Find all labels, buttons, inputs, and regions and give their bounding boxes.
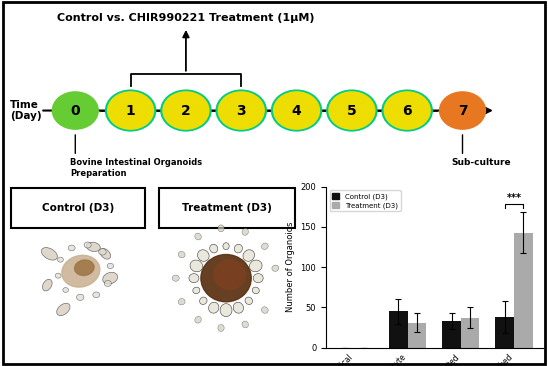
Bar xyxy=(495,317,514,348)
Ellipse shape xyxy=(104,280,111,287)
Circle shape xyxy=(328,91,375,130)
Ellipse shape xyxy=(223,243,229,250)
Ellipse shape xyxy=(62,255,100,287)
Ellipse shape xyxy=(197,250,209,261)
Ellipse shape xyxy=(253,274,263,283)
Ellipse shape xyxy=(218,325,224,332)
Ellipse shape xyxy=(178,251,185,258)
Ellipse shape xyxy=(252,287,259,294)
Circle shape xyxy=(218,91,265,130)
Ellipse shape xyxy=(77,294,84,300)
Ellipse shape xyxy=(68,245,75,251)
Ellipse shape xyxy=(195,316,201,323)
Ellipse shape xyxy=(63,288,68,292)
Ellipse shape xyxy=(209,302,219,313)
Ellipse shape xyxy=(242,228,248,235)
Text: 5: 5 xyxy=(347,104,357,117)
Ellipse shape xyxy=(261,243,268,250)
Text: Sub-culture: Sub-culture xyxy=(452,158,511,167)
Ellipse shape xyxy=(93,292,100,298)
Text: 1: 1 xyxy=(125,104,135,117)
Y-axis label: Number of Organoids: Number of Organoids xyxy=(286,222,295,313)
Circle shape xyxy=(273,91,320,130)
Ellipse shape xyxy=(220,304,232,317)
Bar xyxy=(442,321,461,348)
Text: 2: 2 xyxy=(181,104,191,117)
Text: 0: 0 xyxy=(71,104,80,117)
Circle shape xyxy=(271,89,322,132)
Ellipse shape xyxy=(199,297,207,305)
Ellipse shape xyxy=(172,275,179,281)
Ellipse shape xyxy=(195,233,201,240)
Ellipse shape xyxy=(235,244,242,253)
Ellipse shape xyxy=(272,265,279,271)
Ellipse shape xyxy=(242,321,248,328)
Ellipse shape xyxy=(100,249,111,259)
Ellipse shape xyxy=(56,303,70,315)
Ellipse shape xyxy=(201,254,251,302)
Circle shape xyxy=(384,91,431,130)
Text: ***: *** xyxy=(506,193,522,203)
Ellipse shape xyxy=(102,272,118,284)
Ellipse shape xyxy=(190,260,203,272)
Ellipse shape xyxy=(43,279,52,291)
Ellipse shape xyxy=(218,225,224,232)
Ellipse shape xyxy=(87,242,100,251)
Text: Control vs. CHIR990221 Treatment (1μM): Control vs. CHIR990221 Treatment (1μM) xyxy=(57,13,315,23)
FancyBboxPatch shape xyxy=(12,188,145,228)
Ellipse shape xyxy=(214,260,246,289)
Ellipse shape xyxy=(99,249,106,255)
Text: Bovine Intestinal Organoids
Preparation: Bovine Intestinal Organoids Preparation xyxy=(70,158,202,178)
Text: 3: 3 xyxy=(236,104,246,117)
Circle shape xyxy=(52,91,99,130)
Circle shape xyxy=(326,89,378,132)
Ellipse shape xyxy=(84,242,91,248)
Ellipse shape xyxy=(58,257,64,262)
Circle shape xyxy=(107,91,154,130)
Ellipse shape xyxy=(193,287,200,294)
Circle shape xyxy=(105,89,156,132)
Bar xyxy=(514,232,533,348)
Text: 4: 4 xyxy=(292,104,301,117)
Ellipse shape xyxy=(249,260,262,272)
Text: 7: 7 xyxy=(458,104,467,117)
Ellipse shape xyxy=(178,299,185,305)
FancyBboxPatch shape xyxy=(159,188,295,228)
Ellipse shape xyxy=(42,247,58,260)
Bar xyxy=(461,318,480,348)
Ellipse shape xyxy=(245,297,253,305)
Legend: Control (D3), Treatment (D3): Control (D3), Treatment (D3) xyxy=(329,190,401,211)
Text: Time
(Day): Time (Day) xyxy=(10,100,42,122)
Ellipse shape xyxy=(261,307,268,313)
Circle shape xyxy=(160,89,212,132)
Circle shape xyxy=(439,91,486,130)
Bar xyxy=(389,311,408,348)
Ellipse shape xyxy=(243,250,255,261)
Ellipse shape xyxy=(189,274,199,283)
Bar xyxy=(408,323,426,348)
Ellipse shape xyxy=(55,273,61,278)
Circle shape xyxy=(162,91,209,130)
Ellipse shape xyxy=(107,263,113,269)
Text: Control (D3): Control (D3) xyxy=(42,203,114,213)
Ellipse shape xyxy=(233,302,243,313)
Ellipse shape xyxy=(75,260,94,276)
Text: 6: 6 xyxy=(402,104,412,117)
Circle shape xyxy=(215,89,267,132)
Ellipse shape xyxy=(210,244,218,253)
Text: Treatment (D3): Treatment (D3) xyxy=(182,203,272,213)
Circle shape xyxy=(381,89,433,132)
